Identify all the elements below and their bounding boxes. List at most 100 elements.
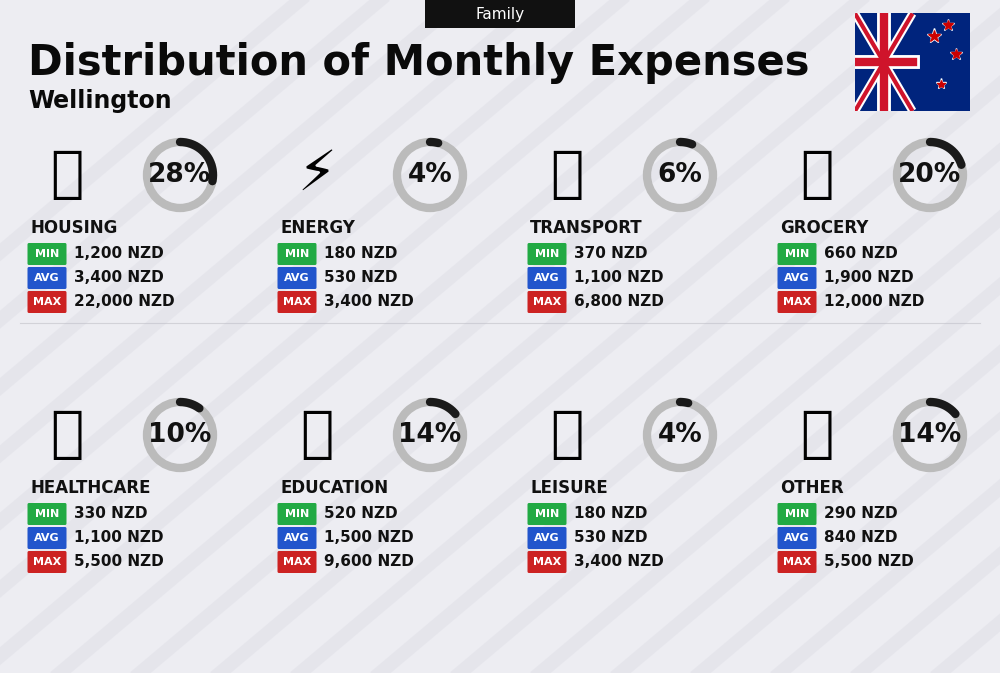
FancyBboxPatch shape xyxy=(778,503,816,525)
Text: 370 NZD: 370 NZD xyxy=(574,246,648,262)
Text: EDUCATION: EDUCATION xyxy=(280,479,388,497)
Text: Wellington: Wellington xyxy=(28,89,172,113)
Text: TRANSPORT: TRANSPORT xyxy=(530,219,643,237)
Text: LEISURE: LEISURE xyxy=(530,479,608,497)
Text: GROCERY: GROCERY xyxy=(780,219,868,237)
Text: 5,500 NZD: 5,500 NZD xyxy=(824,555,914,569)
Text: 330 NZD: 330 NZD xyxy=(74,507,148,522)
Text: MAX: MAX xyxy=(33,557,61,567)
FancyBboxPatch shape xyxy=(28,551,66,573)
Text: AVG: AVG xyxy=(34,533,60,543)
Text: 1,500 NZD: 1,500 NZD xyxy=(324,530,414,546)
Text: 🚌: 🚌 xyxy=(550,148,584,202)
Text: 3,400 NZD: 3,400 NZD xyxy=(574,555,664,569)
Text: ⚡: ⚡ xyxy=(298,148,336,202)
Text: 3,400 NZD: 3,400 NZD xyxy=(324,295,414,310)
Text: MIN: MIN xyxy=(35,249,59,259)
Text: 530 NZD: 530 NZD xyxy=(324,271,398,285)
FancyBboxPatch shape xyxy=(278,527,316,549)
FancyBboxPatch shape xyxy=(278,243,316,265)
Text: Distribution of Monthly Expenses: Distribution of Monthly Expenses xyxy=(28,42,810,84)
Text: 520 NZD: 520 NZD xyxy=(324,507,398,522)
Text: MIN: MIN xyxy=(785,509,809,519)
FancyBboxPatch shape xyxy=(528,503,566,525)
FancyBboxPatch shape xyxy=(28,243,66,265)
FancyBboxPatch shape xyxy=(778,551,816,573)
Text: AVG: AVG xyxy=(534,273,560,283)
FancyBboxPatch shape xyxy=(778,527,816,549)
FancyBboxPatch shape xyxy=(278,503,316,525)
FancyBboxPatch shape xyxy=(778,291,816,313)
Text: 🛒: 🛒 xyxy=(800,148,834,202)
Text: 🎓: 🎓 xyxy=(300,408,334,462)
Text: 290 NZD: 290 NZD xyxy=(824,507,898,522)
Text: 🏢: 🏢 xyxy=(50,148,84,202)
Text: MIN: MIN xyxy=(35,509,59,519)
FancyBboxPatch shape xyxy=(528,267,566,289)
Text: HEALTHCARE: HEALTHCARE xyxy=(30,479,150,497)
Text: MIN: MIN xyxy=(535,509,559,519)
Text: 660 NZD: 660 NZD xyxy=(824,246,898,262)
Text: 4%: 4% xyxy=(658,422,702,448)
Text: 14%: 14% xyxy=(398,422,462,448)
Text: MIN: MIN xyxy=(785,249,809,259)
FancyBboxPatch shape xyxy=(28,527,66,549)
Text: AVG: AVG xyxy=(784,533,810,543)
Text: 🏥: 🏥 xyxy=(50,408,84,462)
FancyBboxPatch shape xyxy=(425,0,575,28)
Text: 1,900 NZD: 1,900 NZD xyxy=(824,271,914,285)
FancyBboxPatch shape xyxy=(778,243,816,265)
Text: MAX: MAX xyxy=(283,557,311,567)
Text: 9,600 NZD: 9,600 NZD xyxy=(324,555,414,569)
Text: 12,000 NZD: 12,000 NZD xyxy=(824,295,924,310)
Text: AVG: AVG xyxy=(784,273,810,283)
Text: 5,500 NZD: 5,500 NZD xyxy=(74,555,164,569)
Text: 1,100 NZD: 1,100 NZD xyxy=(574,271,664,285)
Text: AVG: AVG xyxy=(34,273,60,283)
Text: MAX: MAX xyxy=(783,557,811,567)
Text: 1,200 NZD: 1,200 NZD xyxy=(74,246,164,262)
FancyBboxPatch shape xyxy=(528,243,566,265)
Text: 28%: 28% xyxy=(148,162,212,188)
FancyBboxPatch shape xyxy=(28,291,66,313)
Text: MAX: MAX xyxy=(33,297,61,307)
FancyBboxPatch shape xyxy=(528,291,566,313)
Text: 180 NZD: 180 NZD xyxy=(324,246,397,262)
Text: 180 NZD: 180 NZD xyxy=(574,507,647,522)
FancyBboxPatch shape xyxy=(278,551,316,573)
Text: Family: Family xyxy=(475,7,525,22)
Text: 840 NZD: 840 NZD xyxy=(824,530,898,546)
Text: AVG: AVG xyxy=(534,533,560,543)
Text: 6%: 6% xyxy=(658,162,702,188)
Text: 3,400 NZD: 3,400 NZD xyxy=(74,271,164,285)
FancyBboxPatch shape xyxy=(28,503,66,525)
Text: 20%: 20% xyxy=(898,162,962,188)
FancyBboxPatch shape xyxy=(28,267,66,289)
Text: MIN: MIN xyxy=(285,249,309,259)
FancyBboxPatch shape xyxy=(778,267,816,289)
Text: 🛍: 🛍 xyxy=(550,408,584,462)
Text: 14%: 14% xyxy=(898,422,962,448)
FancyBboxPatch shape xyxy=(528,551,566,573)
Text: MAX: MAX xyxy=(533,557,561,567)
Text: AVG: AVG xyxy=(284,273,310,283)
Text: OTHER: OTHER xyxy=(780,479,844,497)
Text: MAX: MAX xyxy=(283,297,311,307)
FancyBboxPatch shape xyxy=(278,291,316,313)
Text: MIN: MIN xyxy=(285,509,309,519)
FancyBboxPatch shape xyxy=(528,527,566,549)
Text: 💰: 💰 xyxy=(800,408,834,462)
Text: 530 NZD: 530 NZD xyxy=(574,530,648,546)
Text: 22,000 NZD: 22,000 NZD xyxy=(74,295,175,310)
Text: 6,800 NZD: 6,800 NZD xyxy=(574,295,664,310)
Text: MIN: MIN xyxy=(535,249,559,259)
Text: HOUSING: HOUSING xyxy=(30,219,117,237)
Text: 10%: 10% xyxy=(148,422,212,448)
Text: 4%: 4% xyxy=(408,162,452,188)
Text: AVG: AVG xyxy=(284,533,310,543)
FancyBboxPatch shape xyxy=(278,267,316,289)
Text: MAX: MAX xyxy=(783,297,811,307)
Text: 1,100 NZD: 1,100 NZD xyxy=(74,530,164,546)
Text: MAX: MAX xyxy=(533,297,561,307)
Text: ENERGY: ENERGY xyxy=(280,219,355,237)
